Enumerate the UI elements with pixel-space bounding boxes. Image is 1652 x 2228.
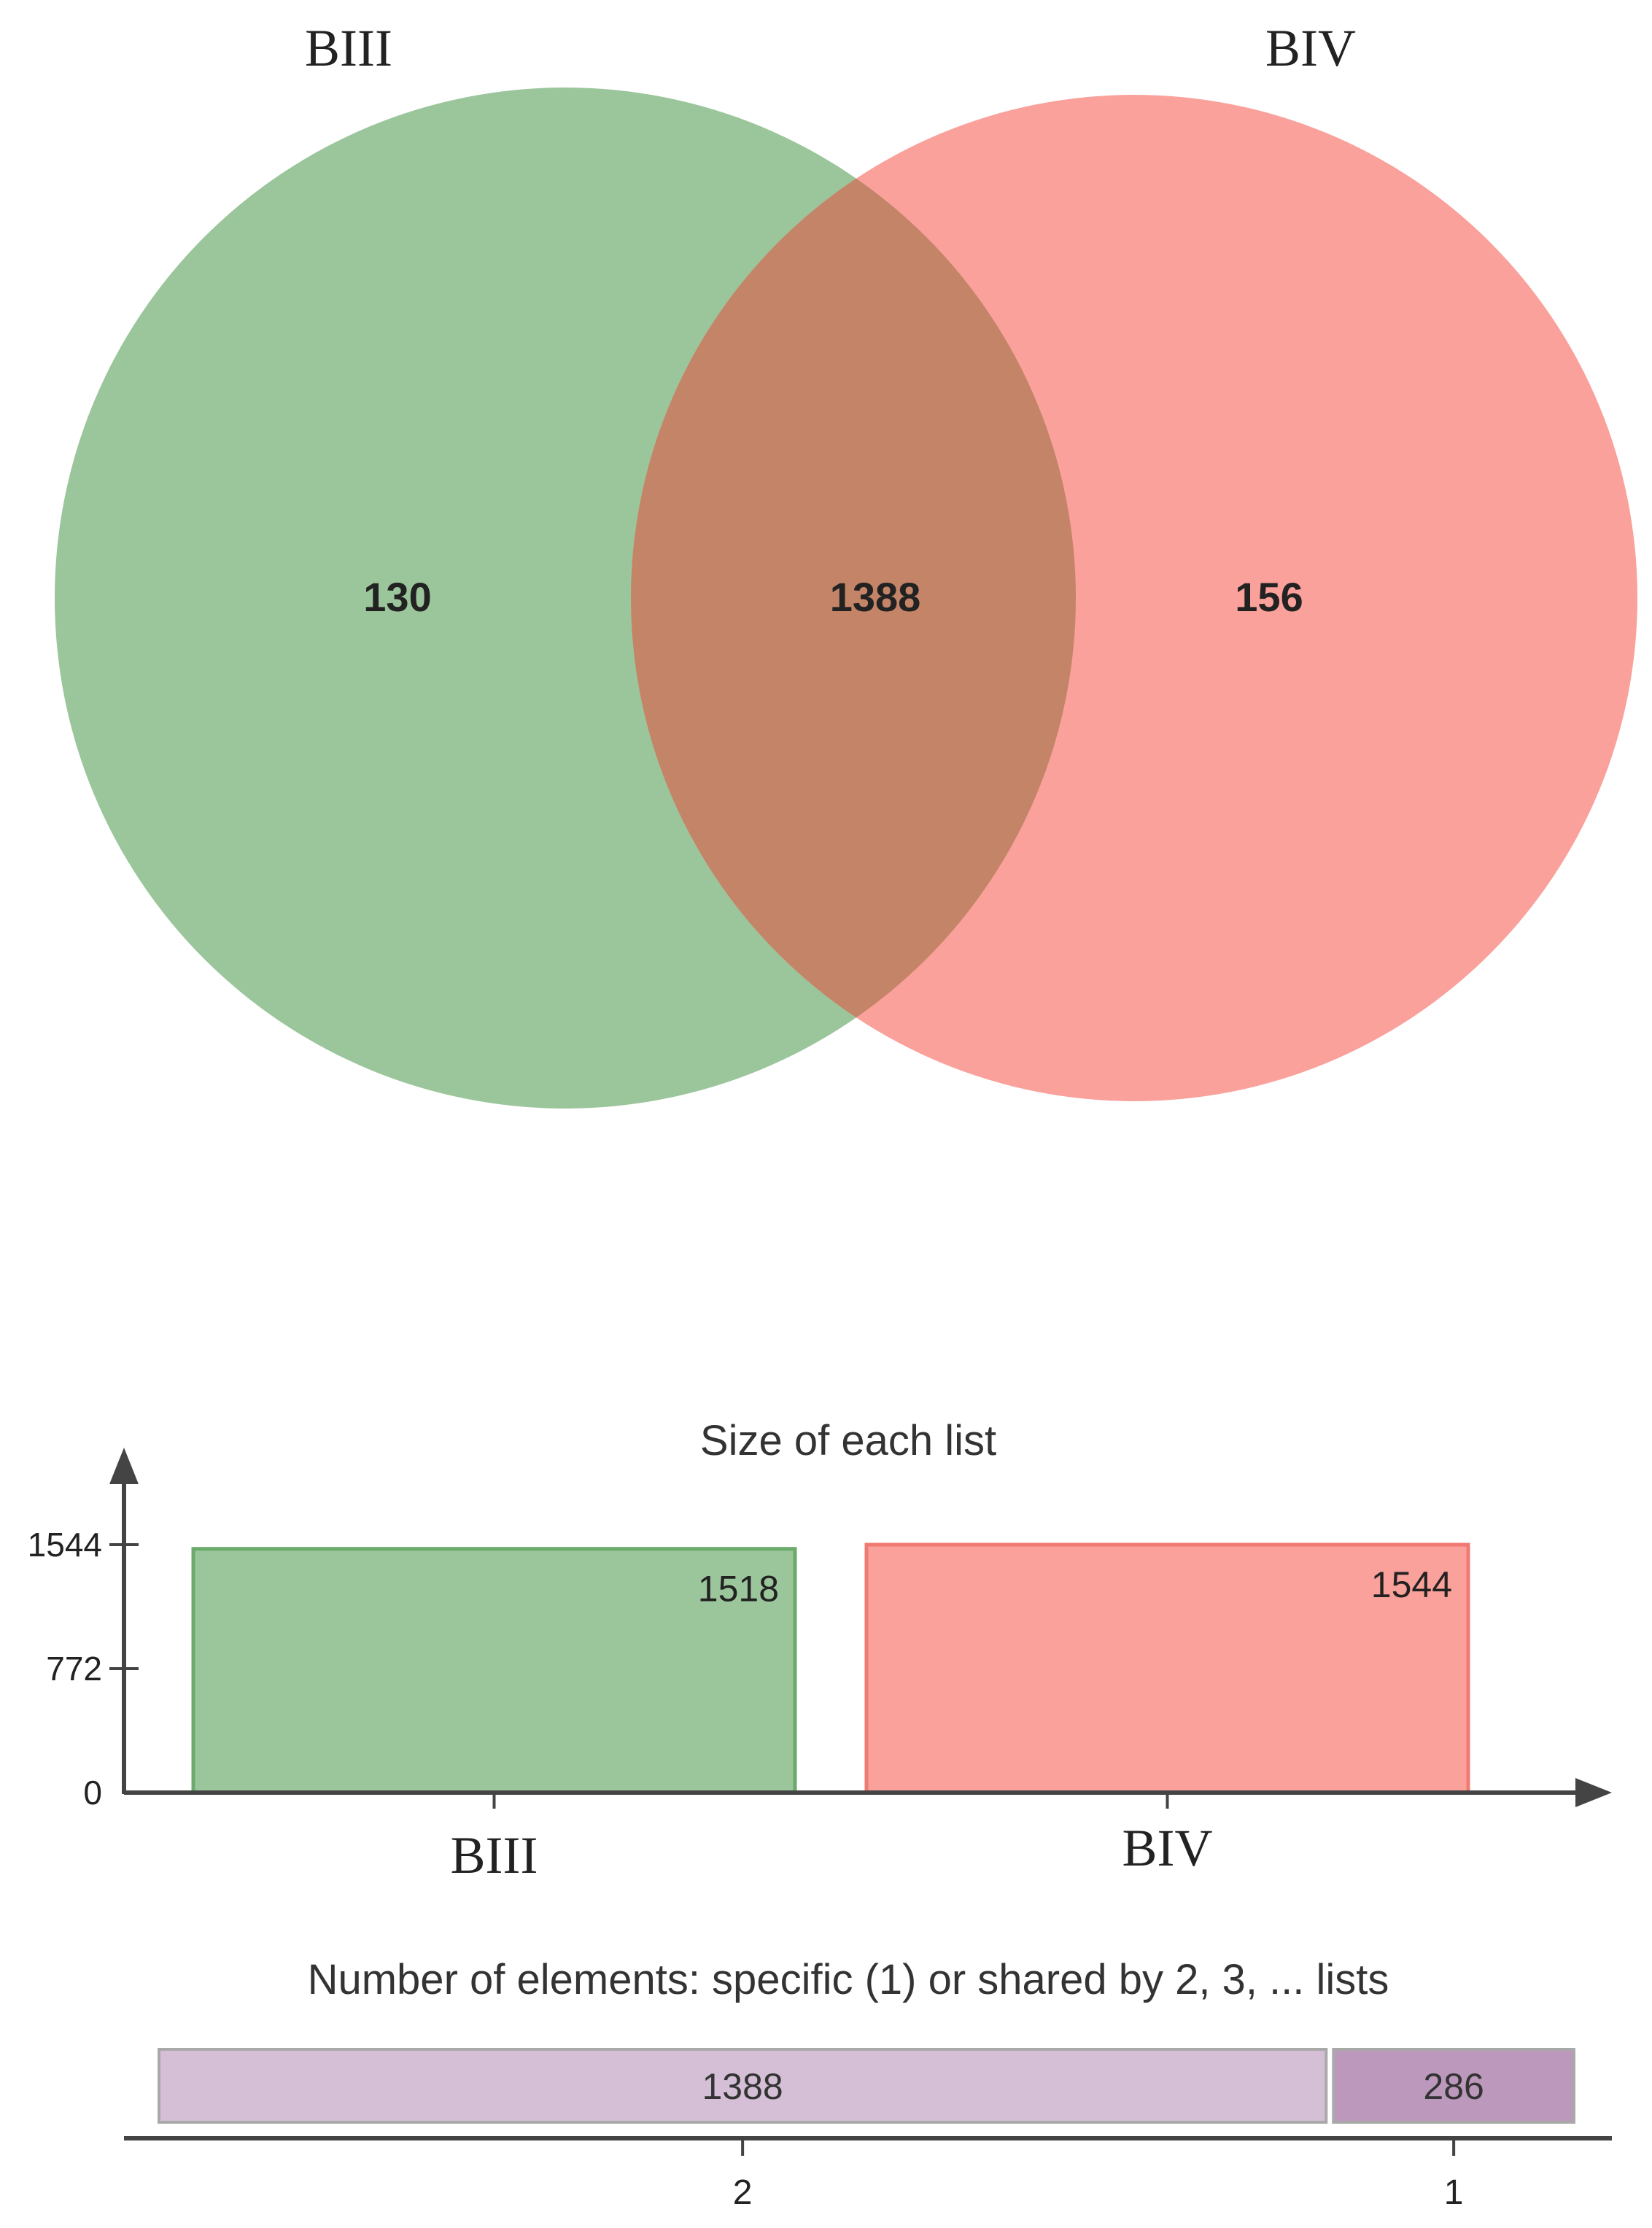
bar-y-axis xyxy=(109,1448,139,1794)
bar-chart-title: Size of each list xyxy=(700,1417,996,1464)
shared-bar-label-1: 286 xyxy=(1423,2066,1484,2107)
bar-marks: 1518 1544 xyxy=(191,1542,1470,1795)
shared-marks: 1388 286 xyxy=(158,2048,1575,2124)
bar-value-label-biii: 1518 xyxy=(698,1569,779,1610)
venn-diagram: BIII BIV 130 1388 156 xyxy=(55,19,1637,1109)
list-size-bar-chart: Size of each list 1518 1544 1544 772 0 BIII… xyxy=(28,1417,1612,1885)
shared-bar-segment-2 xyxy=(158,2048,1328,2124)
y-tick-label: 1544 xyxy=(28,1526,102,1564)
shared-chart-title: Number of elements: specific (1) or shar… xyxy=(308,1956,1389,2003)
shared-bar-label-2: 1388 xyxy=(702,2066,783,2107)
venn-count-intersection: 1388 xyxy=(830,574,921,620)
venn-set-label-biii: BIII xyxy=(305,19,392,77)
shared-bar-segment-1 xyxy=(1332,2048,1575,2124)
bar-value-label-biv: 1544 xyxy=(1371,1564,1452,1605)
venn-count-biii-only: 130 xyxy=(363,574,431,620)
venn-overlap-region xyxy=(631,95,1076,1101)
shared-tick-label: 2 xyxy=(733,2173,753,2212)
y-tick-label: 0 xyxy=(83,1774,102,1812)
venn-set-label-biv: BIV xyxy=(1265,19,1356,77)
bar-x-axis xyxy=(124,1778,1612,1807)
venn-count-biv-only: 156 xyxy=(1235,574,1303,620)
bar-biii xyxy=(191,1547,797,1795)
shared-tick-label: 1 xyxy=(1444,2173,1464,2212)
x-tick-label-biv: BIV xyxy=(1122,1819,1213,1877)
y-tick-label: 772 xyxy=(46,1650,102,1688)
shared-elements-chart: Number of elements: specific (1) or shar… xyxy=(124,1956,1612,2212)
bar-y-ticks: 1544 772 0 xyxy=(28,1526,139,1812)
x-tick-label-biii: BIII xyxy=(451,1826,538,1885)
bar-x-ticks: BIII BIV xyxy=(451,1793,1213,1885)
